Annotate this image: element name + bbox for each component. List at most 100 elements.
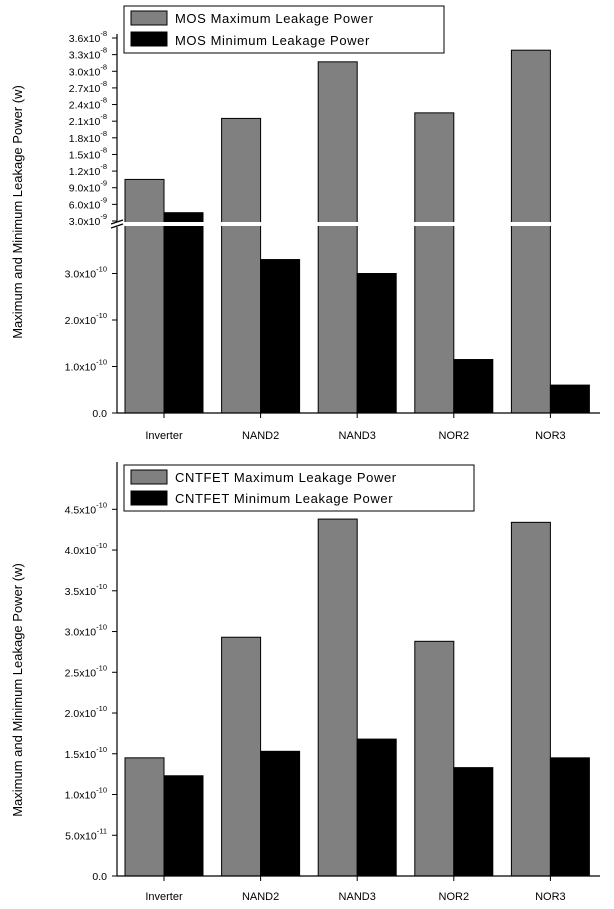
cntfet-y-tick-label-exponent: -10 — [96, 500, 107, 509]
cntfet-y-tick-label-mantissa: 0.0 — [92, 871, 107, 883]
mos-y-tick-label: 2.0x10-10 — [65, 311, 107, 327]
cntfet-legend-label-max: CNTFET Maximum Leakage Power — [175, 470, 397, 485]
cntfet-y-tick-label: 3.0x10-10 — [65, 623, 107, 639]
cntfet-y-tick-label-exponent: -11 — [97, 826, 107, 835]
mos-y-tick-label: 6.0x10-9 — [69, 195, 107, 211]
mos-legend: MOS Maximum Leakage Power MOS Minimum Le… — [123, 5, 445, 54]
cntfet-y-tick-label-exponent: -10 — [96, 786, 107, 795]
mos-bar-nand2-max — [221, 117, 262, 414]
cntfet-legend: CNTFET Maximum Leakage Power CNTFET Mini… — [123, 464, 475, 512]
cntfet-y-tick-label-exponent: -10 — [96, 663, 107, 672]
cntfet-y-tick-label-exponent: -10 — [96, 745, 107, 754]
mos-y-tick-label-mantissa: 2.4x10 — [69, 100, 101, 112]
mos-y-tick-label-exponent: -8 — [100, 112, 107, 121]
mos-y-axis-label: Maximum and Minimum Leakage Power (w) — [10, 85, 25, 339]
mos-y-tick-label-exponent: -10 — [96, 358, 107, 367]
cntfet-bars — [124, 518, 590, 877]
cntfet-bar-nand3-max — [317, 518, 358, 877]
mos-x-tick-label: Inverter — [145, 430, 183, 442]
mos-y-tick-label-exponent: -9 — [100, 212, 107, 221]
mos-x-tick-label: NOR3 — [535, 430, 566, 442]
mos-y-tick-label: 3.0x10-10 — [65, 265, 107, 281]
cntfet-y-tick-label: 4.5x10-10 — [65, 500, 107, 516]
mos-y-tick-label-mantissa: 2.7x10 — [69, 83, 101, 95]
cntfet-x-tick-label: NAND3 — [339, 891, 376, 903]
mos-y-tick-label: 1.0x10-10 — [65, 358, 107, 374]
mos-y-tick-label-exponent: -8 — [100, 129, 107, 138]
cntfet-x-tick-label: NAND2 — [242, 891, 279, 903]
mos-bar-nand3-max — [317, 61, 358, 414]
cntfet-y-tick-label-mantissa: 1.5x10 — [65, 749, 97, 761]
mos-y-tick-label-exponent: -8 — [100, 79, 107, 88]
cntfet-legend-swatch-max — [130, 469, 168, 485]
cntfet-y-tick-label: 1.5x10-10 — [65, 745, 107, 761]
cntfet-bar-nor2-max — [414, 640, 455, 877]
mos-y-tick-label-exponent: -9 — [100, 179, 107, 188]
cntfet-y-tick-label-mantissa: 2.5x10 — [65, 667, 97, 679]
mos-axis-break-mark-top — [110, 219, 124, 225]
mos-legend-swatch-min — [130, 31, 168, 47]
cntfet-y-tick-label-mantissa: 4.0x10 — [65, 545, 97, 557]
cntfet-y-axis-label: Maximum and Minimum Leakage Power (w) — [10, 563, 25, 817]
mos-axis-break-mark-bottom — [110, 223, 124, 229]
mos-bar-nor2-max — [414, 112, 455, 414]
mos-y-tick-label-mantissa: 2.0x10 — [65, 315, 97, 327]
mos-y-tick-label-exponent: -8 — [100, 62, 107, 71]
cntfet-y-tick-label-exponent: -10 — [96, 623, 107, 632]
cntfet-bar-nor3-max — [510, 521, 551, 877]
mos-bar-inverter-min — [163, 212, 204, 414]
cntfet-bar-nor2-min — [453, 767, 494, 877]
cntfet-legend-label-min: CNTFET Minimum Leakage Power — [175, 491, 393, 506]
cntfet-y-tick-label: 2.5x10-10 — [65, 663, 107, 679]
cntfet-y-tick-label: 5.0x10-11 — [65, 826, 107, 842]
cntfet-leakage-chart: Maximum and Minimum Leakage Power (w) In… — [10, 462, 600, 903]
mos-y-tick-label-exponent: -9 — [100, 195, 107, 204]
mos-axes: Inverter NAND2 NAND3 NOR2 NOR30.01.0x10-102.… — [65, 29, 600, 442]
mos-x-tick-label: NAND2 — [242, 430, 279, 442]
mos-bar-nor3-max — [510, 49, 551, 414]
cntfet-legend-frame — [123, 464, 475, 512]
mos-y-tick-label-mantissa: 3.6x10 — [69, 33, 101, 45]
cntfet-y-tick-label-exponent: -10 — [96, 704, 107, 713]
mos-y-tick-label-mantissa: 1.5x10 — [69, 149, 101, 161]
mos-leakage-chart: Maximum and Minimum Leakage Power (w) In… — [10, 5, 608, 442]
cntfet-y-tick-label-exponent: -10 — [96, 541, 107, 550]
mos-y-tick-label-mantissa: 1.8x10 — [69, 133, 101, 145]
cntfet-bar-nand2-min — [260, 750, 301, 877]
mos-y-tick-label: 2.1x10-8 — [69, 112, 107, 128]
mos-x-tick-label: NAND3 — [339, 430, 376, 442]
cntfet-y-tick-label-mantissa: 2.0x10 — [65, 708, 97, 720]
cntfet-y-tick-label-mantissa: 1.0x10 — [65, 790, 97, 802]
cntfet-bar-nor3-min — [549, 757, 590, 877]
cntfet-y-tick-label-mantissa: 3.5x10 — [65, 586, 97, 598]
cntfet-bar-nand2-max — [221, 636, 262, 877]
cntfet-y-tick-label: 0.0 — [92, 871, 107, 883]
mos-bar-nand2-min — [260, 259, 301, 414]
mos-y-tick-label: 3.0x10-8 — [69, 62, 107, 78]
mos-y-tick-label-mantissa: 1.0x10 — [65, 362, 97, 374]
mos-y-tick-label-exponent: -10 — [96, 311, 107, 320]
mos-y-tick-label-mantissa: 0.0 — [92, 408, 107, 420]
mos-y-tick-label-mantissa: 1.2x10 — [69, 166, 101, 178]
mos-x-tick-label: NOR2 — [439, 430, 470, 442]
mos-bars — [109, 49, 608, 414]
mos-y-tick-label: 2.4x10-8 — [69, 96, 107, 112]
mos-axis-break-gap — [109, 222, 608, 226]
mos-y-tick-label: 3.0x10-9 — [69, 212, 107, 228]
mos-legend-label-min: MOS Minimum Leakage Power — [175, 33, 370, 48]
cntfet-x-tick-label: Inverter — [145, 891, 183, 903]
cntfet-y-tick-label: 1.0x10-10 — [65, 786, 107, 802]
mos-y-tick-label: 9.0x10-9 — [69, 179, 107, 195]
mos-y-tick-label-mantissa: 6.0x10 — [69, 199, 101, 211]
cntfet-bar-nand3-min — [356, 738, 397, 877]
mos-bar-nor2-min — [453, 359, 494, 414]
cntfet-bar-inverter-max — [124, 757, 165, 877]
mos-legend-frame — [123, 5, 445, 54]
mos-y-tick-label-exponent: -8 — [100, 162, 107, 171]
mos-y-tick-label: 1.2x10-8 — [69, 162, 107, 178]
mos-bar-nand3-min — [356, 273, 397, 414]
mos-y-tick-label-mantissa: 3.0x10 — [69, 66, 101, 78]
mos-y-tick-label-mantissa: 3.0x10 — [65, 269, 97, 281]
cntfet-y-tick-label: 4.0x10-10 — [65, 541, 107, 557]
